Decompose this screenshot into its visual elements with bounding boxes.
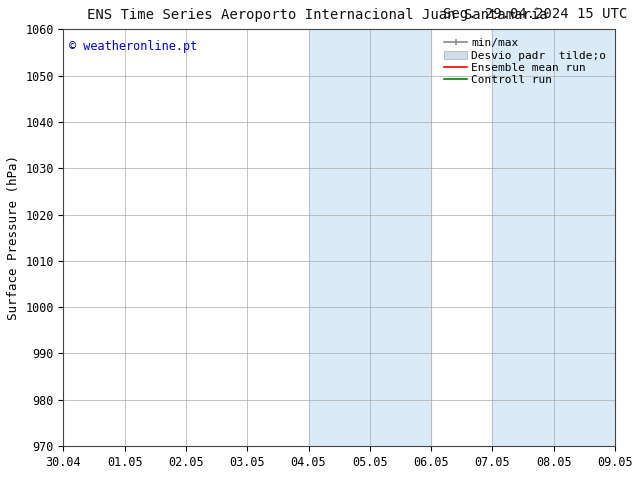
Text: © weatheronline.pt: © weatheronline.pt <box>69 40 197 53</box>
Bar <box>493 29 615 446</box>
Text: ENS Time Series Aeroporto Internacional Juan Santamaría: ENS Time Series Aeroporto Internacional … <box>87 7 547 22</box>
Text: Seg. 29.04.2024 15 UTC: Seg. 29.04.2024 15 UTC <box>443 7 628 22</box>
Y-axis label: Surface Pressure (hPa): Surface Pressure (hPa) <box>6 155 20 320</box>
Legend: min/max, Desvio padr  tilde;o, Ensemble mean run, Controll run: min/max, Desvio padr tilde;o, Ensemble m… <box>441 35 609 88</box>
Bar <box>309 29 431 446</box>
